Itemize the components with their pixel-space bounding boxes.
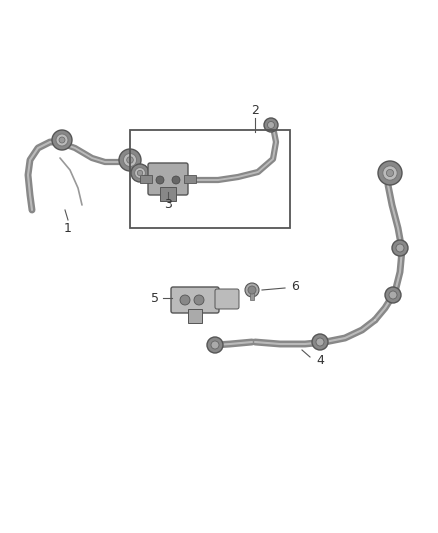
Circle shape — [156, 176, 164, 184]
Circle shape — [119, 149, 141, 171]
Circle shape — [124, 154, 137, 167]
Circle shape — [383, 166, 397, 180]
Bar — [184, 175, 196, 183]
Text: 6: 6 — [291, 279, 299, 293]
Circle shape — [268, 122, 275, 128]
Circle shape — [264, 118, 278, 132]
Circle shape — [137, 171, 143, 176]
Circle shape — [392, 240, 408, 256]
Circle shape — [386, 169, 394, 176]
Circle shape — [59, 137, 65, 143]
Circle shape — [396, 244, 404, 252]
Circle shape — [56, 134, 68, 146]
Bar — [160, 187, 176, 201]
Circle shape — [389, 291, 397, 299]
Circle shape — [52, 130, 72, 150]
FancyBboxPatch shape — [171, 287, 219, 313]
Text: 5: 5 — [151, 292, 159, 304]
Circle shape — [180, 295, 190, 305]
Circle shape — [131, 164, 149, 182]
Circle shape — [385, 287, 401, 303]
Circle shape — [194, 295, 204, 305]
Bar — [140, 175, 152, 183]
Circle shape — [316, 338, 324, 346]
Circle shape — [207, 337, 223, 353]
Circle shape — [127, 157, 133, 163]
Circle shape — [134, 167, 145, 179]
Circle shape — [312, 334, 328, 350]
Text: 1: 1 — [64, 222, 72, 235]
Circle shape — [172, 176, 180, 184]
Bar — [188, 309, 202, 323]
FancyBboxPatch shape — [148, 163, 188, 195]
Text: 2: 2 — [251, 103, 259, 117]
Bar — [250, 292, 254, 300]
Text: 4: 4 — [316, 353, 324, 367]
Circle shape — [378, 161, 402, 185]
Text: 3: 3 — [164, 198, 172, 212]
Circle shape — [211, 341, 219, 349]
Circle shape — [248, 286, 256, 294]
Bar — [130, 130, 290, 228]
FancyBboxPatch shape — [215, 289, 239, 309]
Circle shape — [245, 283, 259, 297]
